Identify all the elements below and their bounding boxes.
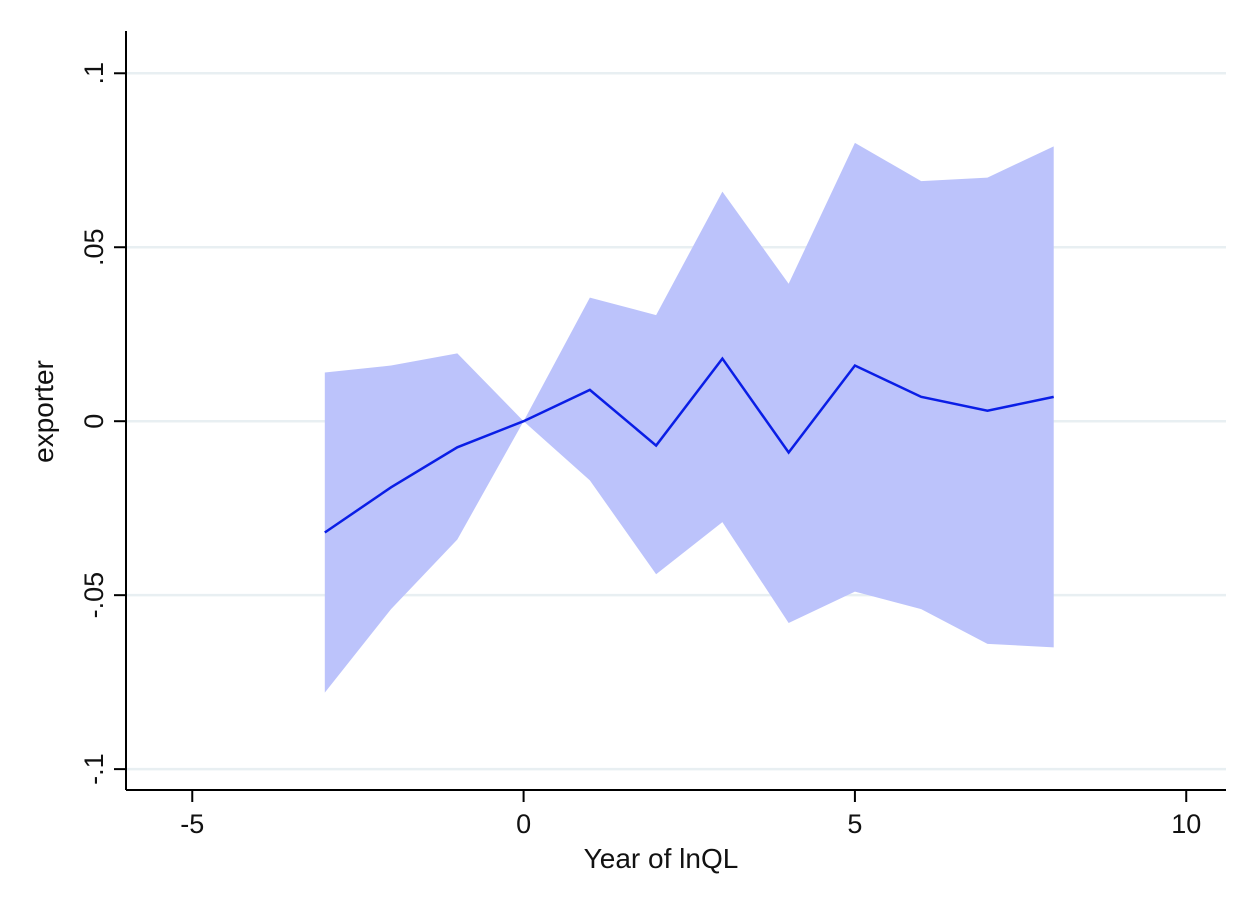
y-axis-ticks: -.1 -.05 0 .05 .1 xyxy=(79,62,126,785)
series-line-0 xyxy=(324,356,1054,534)
confidence-band xyxy=(324,142,1054,693)
y-tick-label-4: .1 xyxy=(79,62,109,85)
y-tick-label-1: -.05 xyxy=(79,572,109,619)
confidence-band-layer xyxy=(324,142,1054,693)
y-tick-label-0: -.1 xyxy=(79,753,109,785)
axes xyxy=(125,31,1226,791)
y-axis-title: exporter xyxy=(28,360,59,463)
x-axis-title: Year of lnQL xyxy=(584,843,739,874)
y-tick-label-2: 0 xyxy=(79,414,109,429)
x-tick-label-2: 5 xyxy=(847,809,862,839)
x-tick-label-1: 0 xyxy=(516,809,531,839)
x-axis-ticks: -5 0 5 10 xyxy=(180,790,1201,839)
x-tick-label-3: 10 xyxy=(1171,809,1201,839)
series-line-layer xyxy=(324,356,1054,534)
y-tick-label-3: .05 xyxy=(79,228,109,266)
x-tick-label-0: -5 xyxy=(180,809,204,839)
